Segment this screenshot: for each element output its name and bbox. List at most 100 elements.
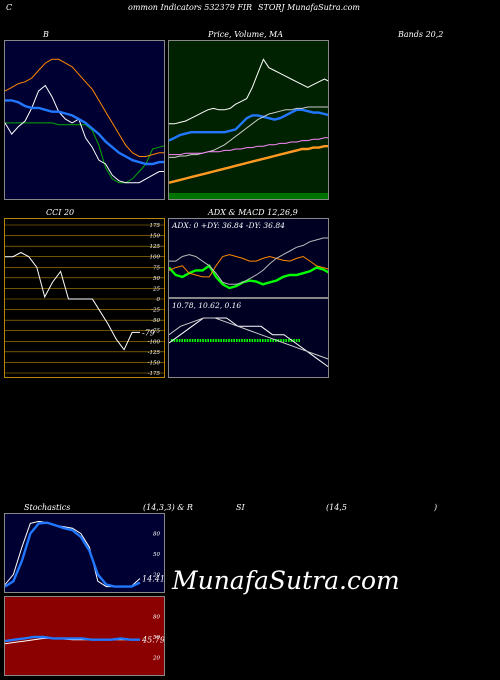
macd-histogram-bar	[199, 339, 202, 342]
price-chart	[169, 58, 328, 199]
volume-bar	[169, 193, 328, 199]
series-line	[169, 317, 328, 360]
last-value-label: -79	[142, 328, 155, 337]
macd-histogram-bar	[262, 339, 264, 342]
y-tick-label: 175	[150, 223, 161, 229]
macd-histogram-bar	[293, 339, 295, 342]
adx-macd-title: ADX & MACD 12,26,9	[208, 208, 298, 217]
y-tick-label: 0	[157, 297, 161, 303]
y-tick-label: -150	[148, 360, 161, 366]
macd-histogram-bar	[202, 339, 204, 342]
macd-histogram-bar	[220, 339, 222, 342]
y-tick-label: -175	[148, 371, 161, 377]
y-tick-label: -125	[148, 350, 161, 356]
macd-histogram-bar	[223, 339, 225, 342]
macd-histogram-bar	[295, 339, 298, 342]
series-line	[169, 108, 328, 142]
macd-histogram-bar	[246, 339, 248, 342]
macd-histogram-bar	[272, 339, 274, 342]
macd-histogram-bar	[173, 339, 176, 342]
macd-histogram-bar	[225, 339, 228, 342]
adx-panel: ADX: 0 +DY: 36.84 -DY: 36.84	[168, 218, 329, 298]
macd-histogram-bar	[259, 339, 261, 342]
macd-histogram-bar	[285, 339, 287, 342]
macd-histogram-bar	[186, 339, 189, 342]
series-line	[169, 237, 328, 285]
macd-histogram-bar	[236, 339, 238, 342]
y-tick-label: 20	[152, 572, 160, 578]
macd-panel: 10.78, 10.62, 0.16	[168, 298, 329, 378]
y-tick-label: 50	[153, 276, 160, 282]
header-c: C	[6, 3, 13, 12]
rsi-panel: 80 50 20 45.79	[4, 596, 165, 676]
series-line	[5, 521, 141, 588]
macd-histogram-bar	[269, 339, 272, 342]
macd-histogram-bar	[215, 339, 217, 342]
series-line	[5, 122, 164, 184]
macd-histogram-bar	[249, 339, 251, 342]
series-line	[5, 99, 164, 166]
y-tick-label: 50	[153, 635, 160, 641]
macd-histogram-bar	[238, 339, 241, 342]
cci-title: CCI 20	[46, 208, 75, 217]
macd-histogram-bar	[207, 339, 209, 342]
macd-histogram-bar	[228, 339, 230, 342]
macd-histogram-bar	[210, 339, 212, 342]
macd-histogram-bar	[189, 339, 191, 342]
si-title: SI	[236, 503, 245, 512]
series-line	[169, 58, 328, 125]
macd-histogram-bar	[264, 339, 267, 342]
macd-values: 10.78, 10.62, 0.16	[172, 301, 242, 310]
y-tick-label: -25	[151, 308, 160, 314]
y-tick-label: -75	[151, 329, 160, 335]
macd-histogram-bar	[288, 339, 290, 342]
header-left: ommon Indicators 532379 FIR	[128, 3, 253, 12]
macd-histogram-bar	[233, 339, 235, 342]
macd-histogram-bar	[212, 339, 215, 342]
series-line	[169, 137, 328, 156]
bollinger-panel	[4, 40, 165, 200]
macd-histogram-bar	[251, 339, 254, 342]
series-line	[169, 317, 328, 368]
y-tick-label: 25	[152, 286, 160, 292]
header-right: STORJ MunafaSutra.com	[258, 3, 361, 12]
series-line	[169, 264, 328, 290]
macd-histogram-bar	[194, 339, 196, 342]
y-tick-label: -100	[148, 339, 161, 345]
bollinger-title: B	[43, 30, 49, 39]
stoch-title: Stochastics	[24, 503, 71, 512]
macd-histogram-bar	[282, 339, 285, 342]
macd-chart	[169, 317, 328, 368]
series-line	[5, 251, 140, 351]
rsi-chart: 80 50 20 45.79	[5, 615, 165, 661]
watermark: MunafaSutra.com	[172, 566, 400, 595]
macd-histogram-bar	[267, 339, 269, 342]
macd-histogram-bar	[241, 339, 243, 342]
adx-values: ADX: 0 +DY: 36.84 -DY: 36.84	[172, 221, 285, 230]
macd-histogram-bar	[178, 339, 181, 342]
stoch-params: (14,3,3) & R	[143, 503, 193, 512]
adx-chart	[169, 237, 328, 290]
series-line	[5, 58, 164, 157]
last-value-label: 14.41	[142, 574, 165, 583]
series-line	[5, 635, 140, 643]
macd-histogram-bar	[184, 339, 186, 342]
last-value-label: 45.79	[141, 636, 165, 645]
macd-histogram-bar	[176, 339, 178, 342]
y-tick-label: 20	[152, 655, 160, 661]
macd-histogram-bar	[254, 339, 256, 342]
macd-histogram-bar	[280, 339, 282, 342]
bollinger-chart	[5, 58, 164, 184]
close-paren: )	[434, 503, 438, 512]
stoch-panel: 80 50 20 14.41	[4, 513, 165, 593]
cci-panel: 175 150 125 100 75 50 25 0 -25 -50 -75 -100 -125 -150…	[4, 218, 165, 378]
macd-histogram-bar	[298, 339, 300, 342]
macd-histogram-bar	[204, 339, 207, 342]
y-tick-label: 50	[153, 552, 160, 558]
series-line	[169, 106, 328, 158]
bands-title: Bands 20,2	[398, 30, 444, 39]
series-line	[169, 144, 328, 184]
series-line	[5, 84, 164, 184]
y-tick-label: 100	[150, 255, 161, 261]
